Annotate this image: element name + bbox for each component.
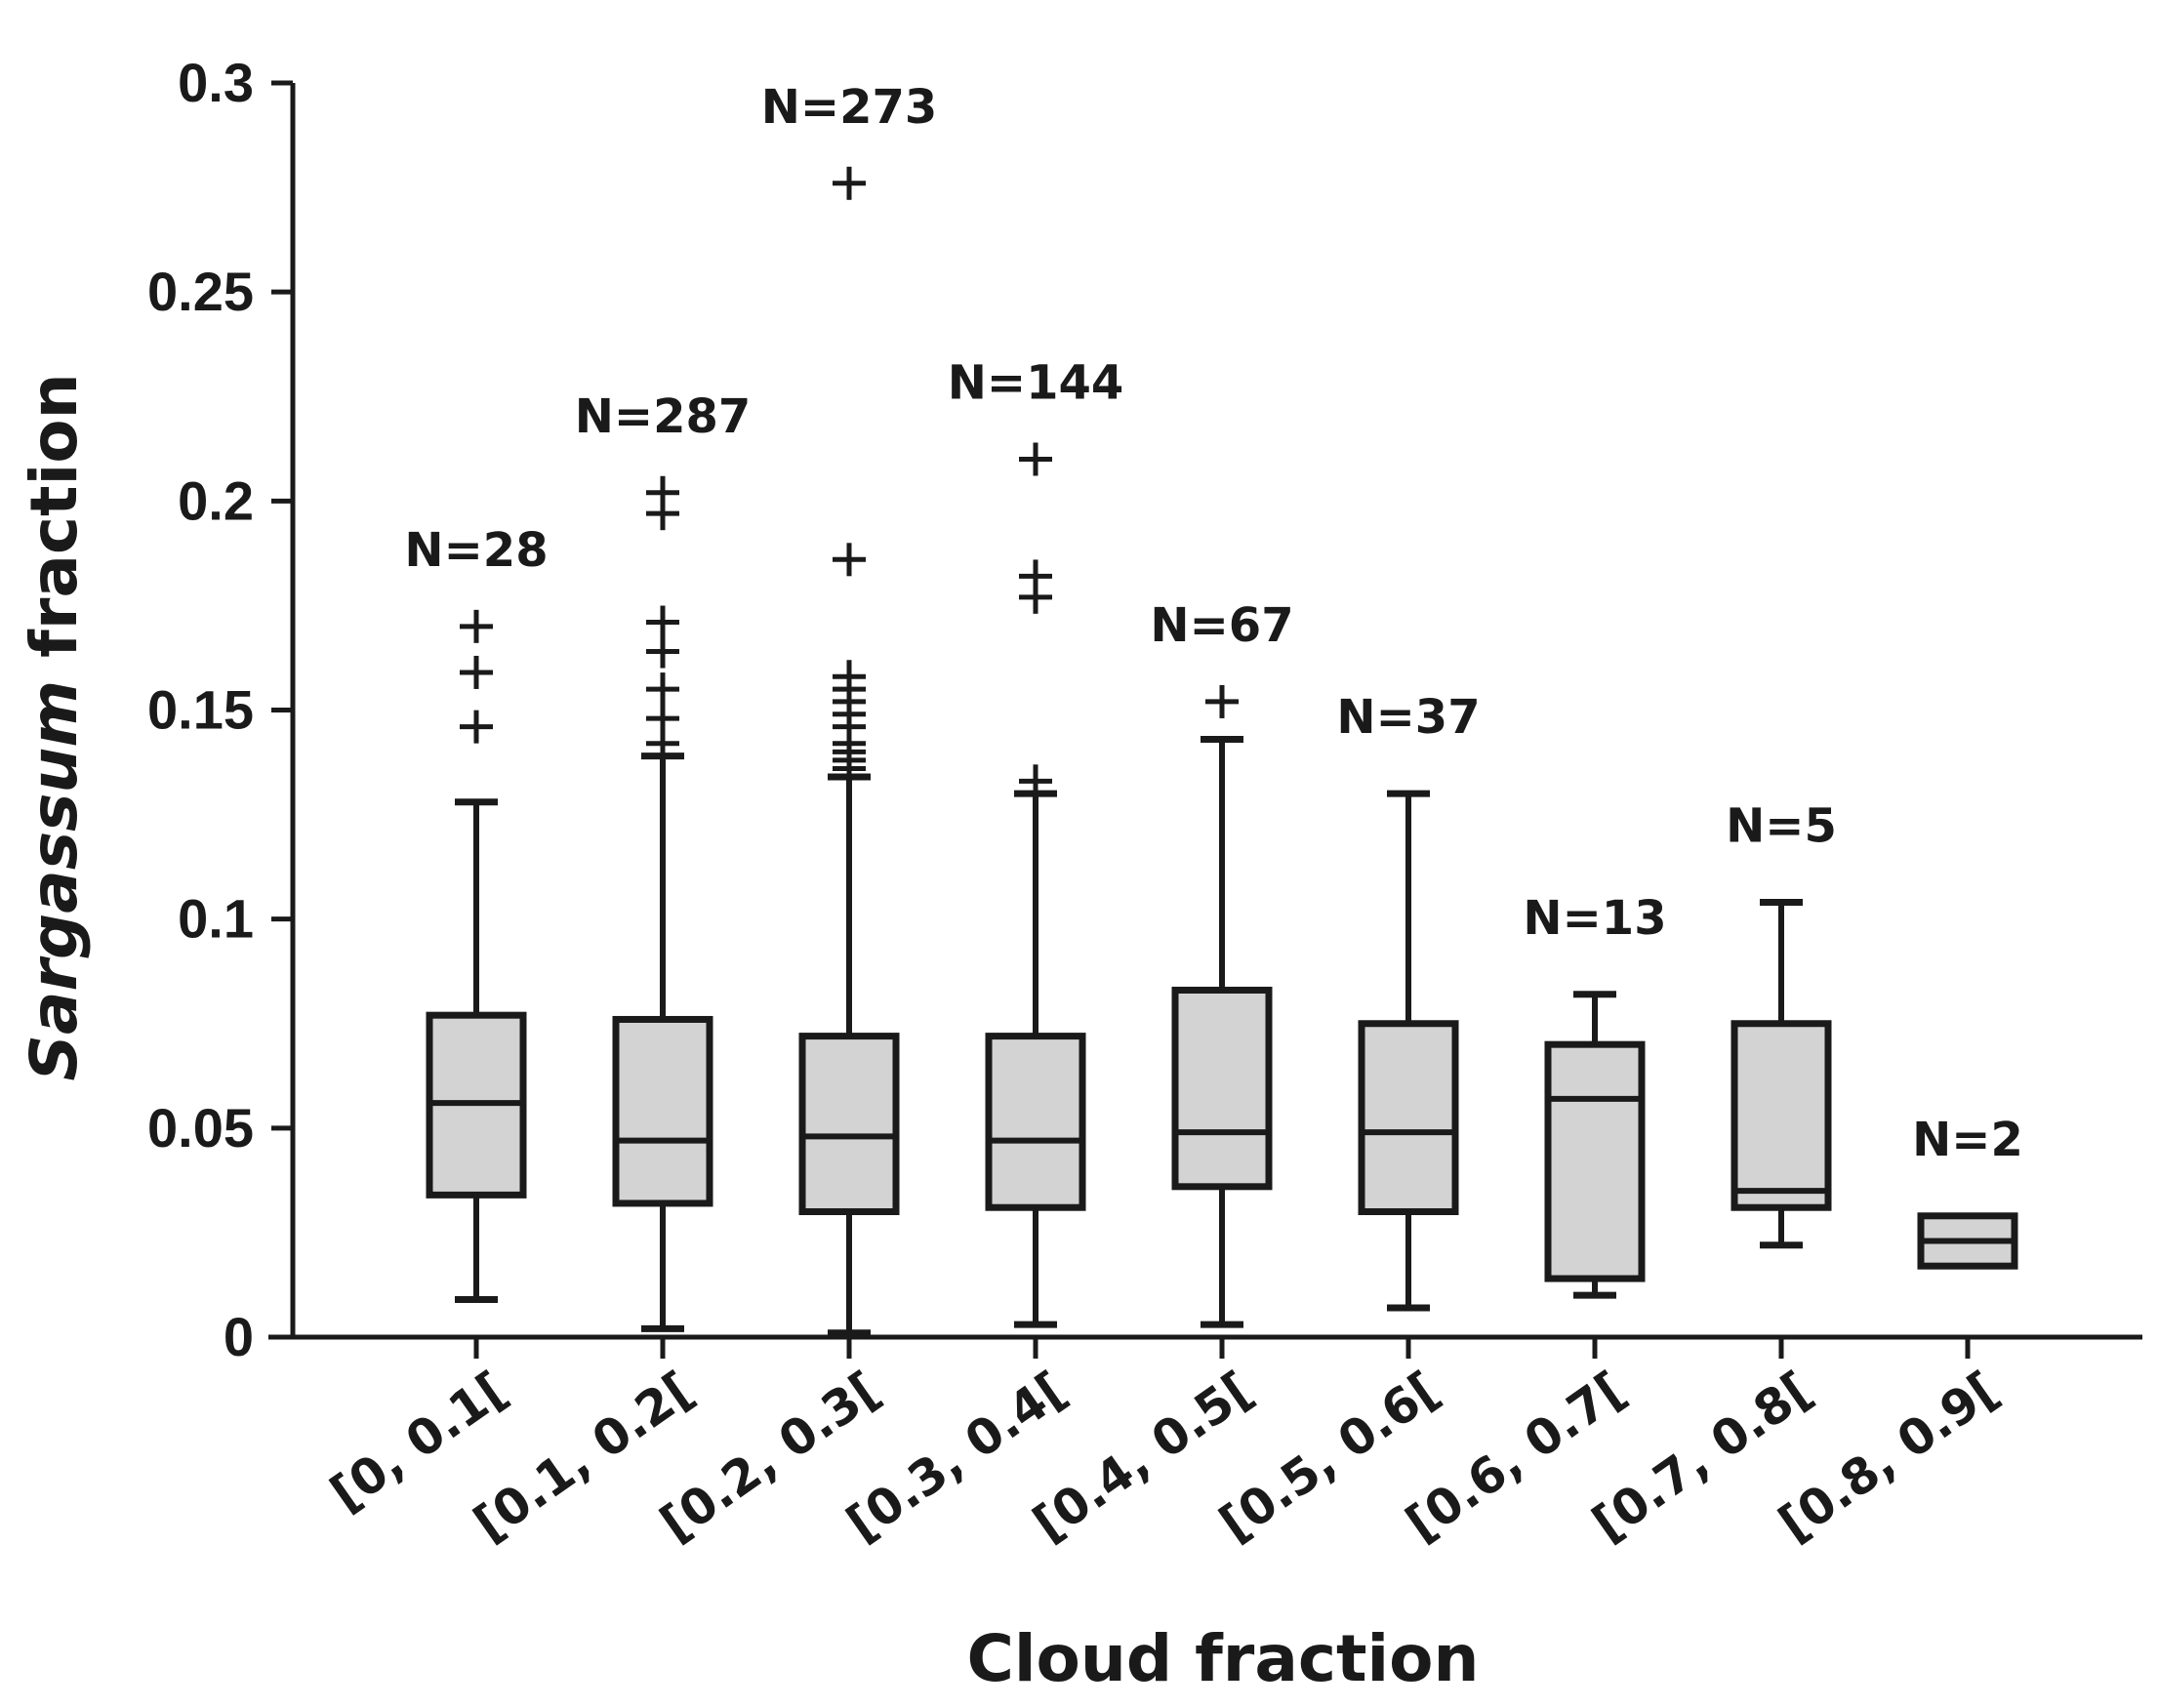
- count-label: N=287: [575, 389, 752, 444]
- y-axis: 0 0.05 0.1 0.15 0.2 0.25 0.3: [147, 52, 296, 1367]
- box-group: N=28: [404, 523, 549, 1303]
- outlier-marker: [460, 609, 493, 643]
- outlier-marker: [1019, 442, 1052, 476]
- iqr-box: [1730, 1020, 1832, 1211]
- outlier-marker: [833, 166, 866, 200]
- count-label: N=5: [1726, 799, 1837, 854]
- iqr-box: [1544, 1040, 1646, 1282]
- y-tick-label: 0.2: [178, 469, 254, 531]
- outlier-marker: [1019, 559, 1052, 593]
- count-label: N=37: [1336, 690, 1480, 745]
- y-tick-label: 0.1: [178, 888, 254, 950]
- outlier-marker: [1019, 764, 1052, 798]
- iqr-box: [985, 1033, 1086, 1211]
- iqr-box: [612, 1015, 713, 1207]
- outlier-marker: [646, 702, 679, 736]
- y-tick-label: 0.25: [147, 261, 254, 322]
- outlier-marker: [646, 672, 679, 707]
- count-label: N=28: [404, 523, 548, 578]
- y-tick-label: 0.3: [178, 52, 254, 113]
- count-label: N=273: [761, 80, 938, 135]
- box-group: N=144: [948, 356, 1124, 1328]
- box-group: N=287: [575, 389, 752, 1332]
- iqr-box: [1358, 1020, 1459, 1215]
- count-label: N=144: [948, 356, 1124, 411]
- outlier-marker: [833, 543, 866, 577]
- count-label: N=2: [1912, 1113, 2023, 1167]
- x-axis-title: Cloud fraction: [966, 1621, 1479, 1696]
- outlier-marker: [646, 475, 679, 509]
- y-tick-label: 0.15: [147, 679, 254, 741]
- box-group: N=273: [761, 80, 938, 1337]
- outlier-marker: [1205, 684, 1239, 718]
- x-axis: [0, 0.1[[0.1, 0.2[[0.2, 0.3[[0.3, 0.4[[0…: [268, 1334, 2142, 1553]
- box-group: N=67: [1150, 598, 1294, 1328]
- plot-area: N=28 N=287 N=273 N=144 N=67 N=37 N=13 N=5 N=2: [404, 80, 2023, 1337]
- outlier-marker: [833, 660, 866, 694]
- outlier-marker: [646, 605, 679, 639]
- y-tick-label: 0.05: [147, 1097, 254, 1159]
- iqr-box: [1171, 986, 1273, 1191]
- box-group: N=37: [1336, 690, 1481, 1312]
- y-axis-title-italic: Sargassum: [17, 680, 92, 1081]
- outlier-marker: [646, 634, 679, 669]
- y-axis-title-rest: fraction: [17, 373, 92, 679]
- outlier-marker: [460, 655, 493, 689]
- y-axis-title: Sargassum fraction: [17, 373, 92, 1080]
- count-label: N=67: [1150, 598, 1293, 653]
- y-tick-label: 0: [224, 1306, 254, 1367]
- iqr-box: [798, 1033, 900, 1215]
- box-group: N=5: [1726, 799, 1837, 1249]
- count-label: N=13: [1523, 891, 1666, 946]
- box-group: N=2: [1912, 1113, 2023, 1270]
- outlier-marker: [460, 710, 493, 744]
- box-group: N=13: [1523, 891, 1667, 1299]
